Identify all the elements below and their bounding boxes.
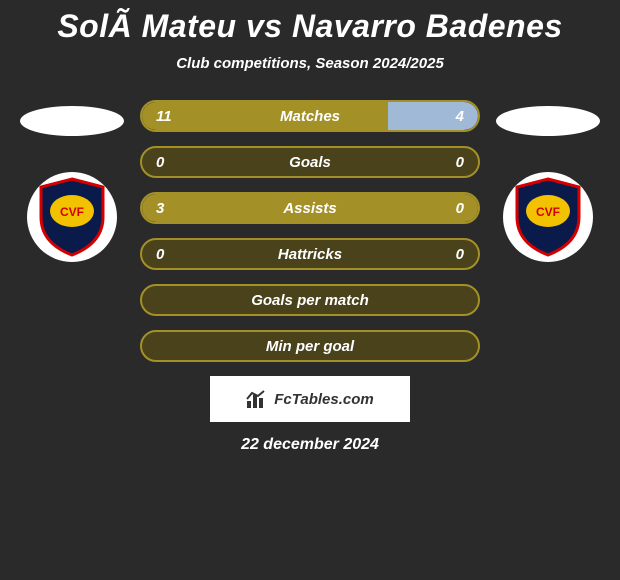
stat-bar: 0 0Goals: [140, 146, 480, 178]
right-player-col: CVF: [488, 100, 608, 262]
shield-icon: CVF: [513, 177, 583, 257]
stat-fill-left: [142, 194, 478, 222]
bar-chart-icon: [246, 389, 268, 409]
stat-bar: 30Assists: [140, 192, 480, 224]
right-club-badge: CVF: [503, 172, 593, 262]
stat-label: Goals per match: [142, 286, 478, 314]
subtitle: Club competitions, Season 2024/2025: [0, 55, 620, 72]
left-player-col: CVF: [12, 100, 132, 262]
stat-value-left: 0: [156, 148, 164, 176]
stat-bar: 0 0Hattricks: [140, 238, 480, 270]
shield-icon: CVF: [37, 177, 107, 257]
left-player-placeholder: [20, 106, 124, 136]
stat-label: Min per goal: [142, 332, 478, 360]
stat-value-left: 3: [156, 194, 164, 222]
stat-bars-column: 114Matches00Goals30Assists00HattricksGoa…: [140, 100, 480, 362]
date-text: 22 december 2024: [0, 436, 620, 454]
stat-value-right: 4: [456, 102, 464, 130]
svg-text:CVF: CVF: [536, 205, 560, 219]
stat-fill-right: [388, 102, 478, 130]
stat-bar: Min per goal: [140, 330, 480, 362]
stat-value-left: 0: [156, 240, 164, 268]
right-player-placeholder: [496, 106, 600, 136]
stat-value-right: 0: [456, 148, 464, 176]
stat-fill-left: [142, 102, 388, 130]
left-club-badge: CVF: [27, 172, 117, 262]
stat-value-right: 0: [456, 194, 464, 222]
brand-footer: FcTables.com: [210, 376, 410, 422]
stat-value-left: 11: [156, 102, 172, 130]
stat-label: Hattricks: [142, 240, 478, 268]
brand-text: FcTables.com: [274, 391, 373, 408]
svg-text:CVF: CVF: [60, 205, 84, 219]
page-title: SolÃ Mateu vs Navarro Badenes: [0, 8, 620, 45]
main-row: CVF 114Matches00Goals30Assists00Hattrick…: [0, 100, 620, 362]
stat-bar: 114Matches: [140, 100, 480, 132]
stat-value-right: 0: [456, 240, 464, 268]
stat-label: Goals: [142, 148, 478, 176]
stat-bar: Goals per match: [140, 284, 480, 316]
comparison-card: SolÃ Mateu vs Navarro Badenes Club compe…: [0, 0, 620, 454]
